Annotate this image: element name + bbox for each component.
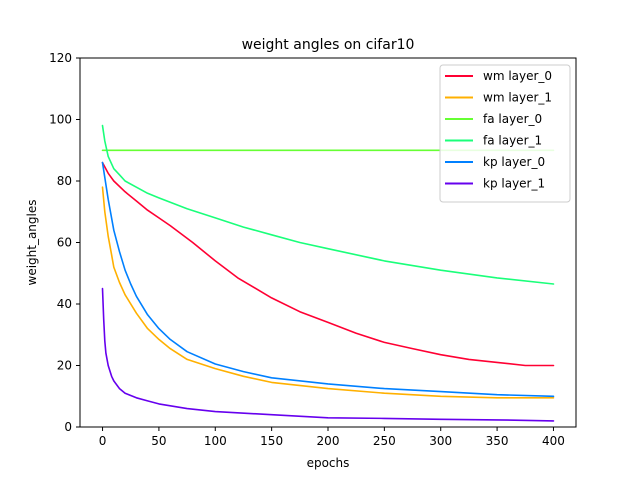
chart-title: weight angles on cifar10 [242,37,415,53]
ticks-layer: 0 50 100 150 200 250 300 350 400 0 20 40 60 80 100 120 [49,51,565,448]
series-line-wm-layer-1 [101,186,555,399]
x-tick-label: 0 [99,434,107,448]
y-tick-label: 120 [49,51,72,65]
legend-label: fa layer_1 [483,134,542,148]
legend-label: kp layer_0 [483,155,545,169]
series-line-kp-layer-0 [101,161,555,398]
x-axis-label: epochs [307,456,350,470]
y-tick-label: 20 [57,359,72,373]
legend-label: wm layer_1 [483,91,552,105]
legend: wm layer_0wm layer_1fa layer_0fa layer_1… [439,64,571,203]
x-tick-label: 100 [204,434,227,448]
series-line-wm-layer-0 [101,161,555,367]
series-layer [101,124,555,422]
x-tick-label: 150 [260,434,283,448]
x-tick-label: 300 [429,434,452,448]
x-tick-label: 400 [542,434,565,448]
legend-label: kp layer_1 [483,177,545,191]
x-tick-label: 250 [373,434,396,448]
y-tick-label: 40 [57,297,72,311]
y-tick-label: 80 [57,174,72,188]
y-tick-label: 0 [64,420,72,434]
plot-frame [79,57,577,428]
y-tick-label: 60 [57,236,72,250]
series-line-kp-layer-1 [101,287,555,422]
y-tick-label: 100 [49,113,72,127]
legend-box [439,64,571,203]
x-tick-label: 50 [151,434,166,448]
legend-label: fa layer_0 [483,112,542,126]
legend-label: wm layer_0 [483,69,552,83]
x-tick-label: 350 [486,434,509,448]
series-line-fa-layer-1 [101,124,555,285]
y-axis-label: weight_angles [25,199,39,285]
x-tick-label: 200 [317,434,340,448]
